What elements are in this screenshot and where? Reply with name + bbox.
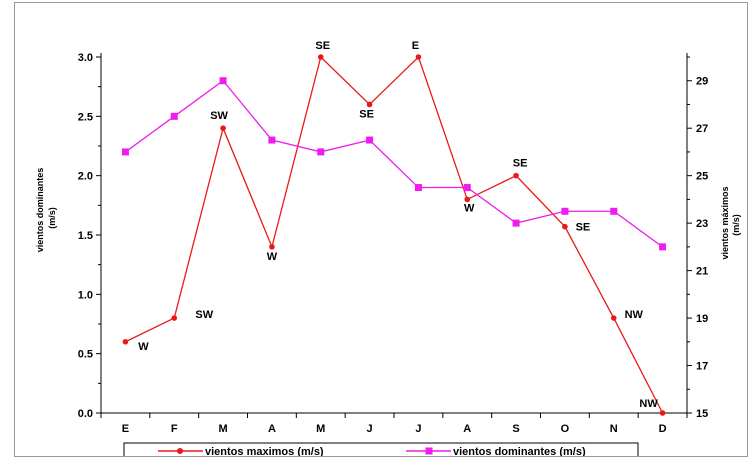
x-tick-label: M (316, 423, 325, 435)
point-maximos (220, 125, 226, 131)
point-dominantes (610, 207, 618, 215)
x-tick-label: M (218, 423, 227, 435)
series-layer (121, 54, 667, 416)
right-tick-label: 27 (696, 123, 708, 135)
point-dominantes (170, 112, 178, 120)
point-maximos (269, 244, 275, 250)
point-dominantes (317, 148, 325, 156)
point-dominantes (659, 243, 667, 251)
point-maximos (659, 410, 666, 416)
point-maximos (610, 315, 617, 321)
x-tick-label: A (463, 423, 471, 435)
axes (100, 53, 688, 414)
point-dominantes (561, 207, 569, 215)
x-tick-label: D (659, 423, 667, 435)
point-dominantes (512, 219, 520, 227)
left-tick-label: 1.0 (78, 289, 93, 301)
series-line-maximos (125, 55, 664, 414)
x-tick-label: S (512, 423, 519, 435)
direction-label: SE (359, 108, 374, 120)
x-tick-label: A (268, 423, 276, 435)
right-tick-label: 23 (696, 218, 708, 230)
left-tick-label: 1.5 (78, 230, 93, 242)
series-line-dominantes (125, 79, 663, 248)
x-tick-label: E (122, 423, 129, 435)
legend-marker-dominantes (425, 447, 433, 455)
direction-labels: W SW SW W SE SE E W SE SE NW NW (138, 40, 658, 410)
point-maximos (562, 223, 568, 230)
right-tick-label: 17 (696, 361, 708, 373)
direction-label: SE (513, 158, 528, 170)
right-tick-label: 29 (696, 76, 708, 88)
direction-label: SE (315, 40, 330, 52)
point-dominantes (366, 136, 374, 144)
point-dominantes (463, 184, 471, 192)
left-tick-label: 0.5 (78, 349, 93, 361)
point-maximos (171, 315, 178, 321)
point-maximos (122, 339, 129, 345)
x-tick-label: F (171, 423, 178, 435)
right-tick-label: 19 (696, 313, 708, 325)
left-axis-label-line1: vientos dominantes (35, 168, 45, 253)
x-tick-label: J (367, 423, 373, 435)
right-axis-label-line1: vientos máximos (720, 186, 730, 259)
x-tick-label: O (561, 423, 570, 435)
x-tick-label: J (415, 423, 421, 435)
point-dominantes (414, 184, 422, 192)
right-axis-ticks: 15 17 19 21 23 25 27 29 (687, 56, 708, 420)
legend-label-maximos: vientos maximos (m/s) (205, 446, 324, 456)
left-axis-ticks: 0.0 0.5 1.0 1.5 2.0 2.5 3.0 (78, 52, 101, 420)
left-tick-label: 2.5 (78, 111, 93, 123)
point-maximos (415, 54, 422, 60)
direction-label: NW (639, 398, 658, 410)
direction-label: E (412, 40, 419, 52)
point-maximos (366, 101, 373, 108)
right-axis-label-line2: (m/s) (731, 214, 741, 236)
direction-label: SW (210, 110, 228, 122)
right-tick-label: 21 (696, 266, 708, 278)
direction-label: NW (625, 309, 644, 321)
point-maximos (464, 196, 471, 203)
left-tick-label: 3.0 (78, 52, 93, 64)
point-dominantes (268, 136, 276, 144)
direction-label: W (267, 251, 278, 263)
direction-label: SW (195, 309, 213, 321)
direction-label: W (138, 341, 149, 353)
legend-label-dominantes: vientos dominantes (m/s) (453, 446, 586, 456)
point-dominantes (219, 77, 227, 85)
right-tick-label: 25 (696, 171, 708, 183)
point-maximos (317, 54, 324, 60)
legend: vientos maximos (m/s) vientos dominantes… (123, 442, 639, 458)
chart-frame: 0.0 0.5 1.0 1.5 2.0 2.5 3.0 15 17 19 21 23 25 27 29 E… (14, 2, 748, 458)
direction-label: SE (576, 222, 591, 234)
direction-label: W (464, 202, 475, 214)
point-dominantes (121, 148, 129, 156)
left-tick-label: 0.0 (78, 408, 93, 420)
right-tick-label: 15 (696, 408, 708, 420)
left-tick-label: 2.0 (78, 171, 93, 183)
legend-marker-maximos (177, 448, 183, 454)
point-maximos (513, 172, 519, 179)
left-axis-label-line2: (m/s) (47, 207, 57, 229)
x-tick-label: N (610, 423, 618, 435)
wind-chart: 0.0 0.5 1.0 1.5 2.0 2.5 3.0 15 17 19 21 23 25 27 29 E… (35, 40, 741, 458)
